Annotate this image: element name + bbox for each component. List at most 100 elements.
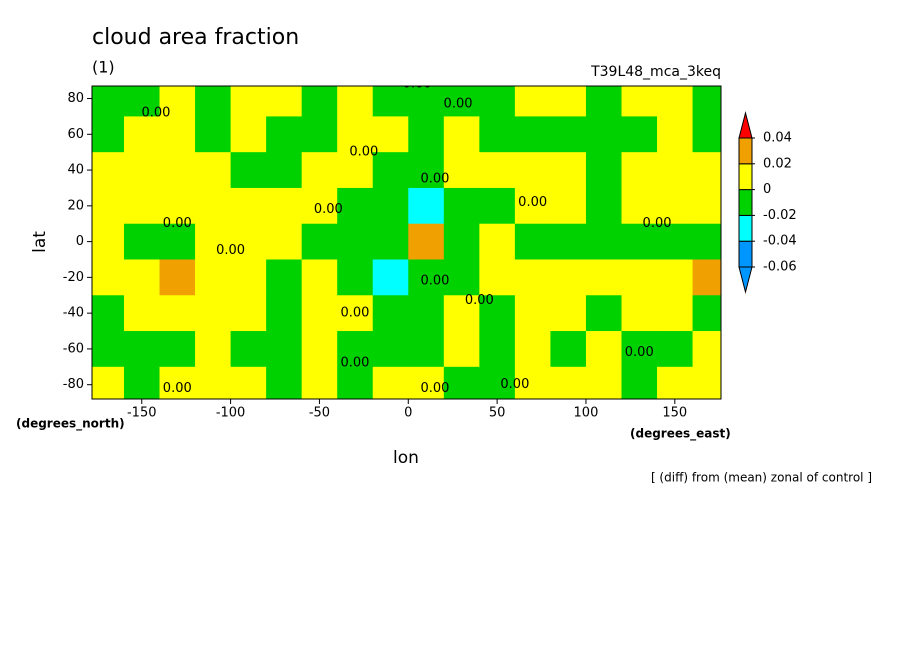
- y-tick-label: 80: [67, 91, 84, 106]
- field-cell: [337, 295, 374, 332]
- field-cell: [92, 259, 125, 296]
- field-cell: [92, 187, 125, 225]
- field-cell: [621, 152, 658, 189]
- field-cell: [123, 259, 161, 296]
- colorbar-label: -0.04: [763, 234, 797, 249]
- field-cell: [266, 116, 303, 153]
- field-cell: [550, 366, 587, 399]
- field-cell: [159, 187, 196, 225]
- contour-label: 0.00: [141, 105, 170, 120]
- x-tick-label: 50: [489, 406, 506, 421]
- field-cell: [657, 366, 694, 399]
- field-cell: [657, 86, 694, 117]
- contour-label: 0.00: [314, 202, 343, 217]
- field-cell: [657, 152, 694, 189]
- field-cell: [230, 152, 267, 189]
- field-cell: [230, 116, 267, 153]
- field-cell: [159, 86, 196, 117]
- field-cell: [195, 259, 232, 296]
- field-cell: [621, 331, 658, 368]
- field-cell: [266, 259, 303, 296]
- field-cell: [92, 116, 125, 153]
- field-cell: [443, 331, 480, 368]
- field-cell: [195, 152, 232, 189]
- field-cell: [301, 366, 338, 399]
- field-cell: [123, 366, 161, 399]
- field-cell: [657, 223, 694, 260]
- field-cell: [514, 366, 551, 399]
- field-cell: [92, 366, 125, 399]
- field-cell: [92, 331, 125, 368]
- field-cell: [301, 187, 338, 225]
- run-label: T39L48_mca_3keq: [590, 64, 721, 80]
- field-cell: [621, 295, 658, 332]
- field-cell: [159, 295, 196, 332]
- field-cell: [372, 366, 409, 399]
- x-tick-label: -100: [216, 406, 246, 421]
- contour-label: 0.00: [349, 145, 378, 160]
- field-cell: [195, 331, 232, 368]
- field-cell: [230, 223, 267, 260]
- x-tick-label: 100: [574, 406, 599, 421]
- contour-label: 0.00: [518, 195, 547, 210]
- field-cell: [123, 152, 161, 189]
- field-cell: [408, 223, 445, 260]
- field-cell: [195, 223, 232, 260]
- field-cell: [301, 223, 338, 260]
- field-cell: [408, 187, 445, 225]
- field-cell: [159, 366, 196, 399]
- field-cell: [443, 152, 480, 189]
- field-cell: [195, 86, 232, 117]
- field-cell: [230, 187, 267, 225]
- field-cell: [443, 86, 480, 117]
- field-cell: [123, 86, 161, 117]
- y-tick-label: 60: [67, 127, 84, 142]
- contour-label: 0.00: [465, 293, 494, 308]
- field-cell: [266, 187, 303, 225]
- field-cell: [657, 331, 694, 368]
- field-cell: [372, 152, 409, 189]
- colorbar-box: [738, 163, 753, 191]
- field-cell: [621, 116, 658, 153]
- field-cell: [479, 187, 516, 225]
- contour-label: 0.00: [403, 77, 432, 92]
- field-cell: [585, 86, 622, 117]
- y-tick-label: -80: [63, 377, 84, 392]
- field-cell: [443, 259, 480, 296]
- field-cell: [585, 116, 622, 153]
- field-cell: [692, 223, 721, 260]
- field-cell: [337, 116, 374, 153]
- field-cell: [479, 259, 516, 296]
- y-tick-label: -40: [63, 306, 84, 321]
- y-tick-label: 40: [67, 163, 84, 178]
- field-cell: [514, 223, 551, 260]
- field-cell: [657, 116, 694, 153]
- chart-subtitle: (1): [92, 58, 115, 77]
- field-cell: [514, 295, 551, 332]
- field-cell: [230, 259, 267, 296]
- field-cell: [372, 331, 409, 368]
- field-cell: [301, 116, 338, 153]
- field-cell: [657, 259, 694, 296]
- colorbar-box: [738, 240, 753, 268]
- field-cell: [514, 259, 551, 296]
- field-cell: [408, 152, 445, 189]
- contour-label: 0.00: [163, 216, 192, 231]
- field-cell: [514, 331, 551, 368]
- field-cell: [621, 259, 658, 296]
- field-cell: [230, 331, 267, 368]
- contour-label: 0.00: [500, 377, 529, 392]
- field-cell: [443, 295, 480, 332]
- field-cell: [123, 331, 161, 368]
- field-cell: [159, 331, 196, 368]
- field-cell: [301, 295, 338, 332]
- field-cell: [159, 223, 196, 260]
- field-cell: [266, 295, 303, 332]
- field-cell: [443, 187, 480, 225]
- field-cell: [266, 86, 303, 117]
- field-cell: [621, 223, 658, 260]
- field-cell: [337, 366, 374, 399]
- field-cell: [301, 331, 338, 368]
- field-cell: [479, 223, 516, 260]
- field-cell: [195, 187, 232, 225]
